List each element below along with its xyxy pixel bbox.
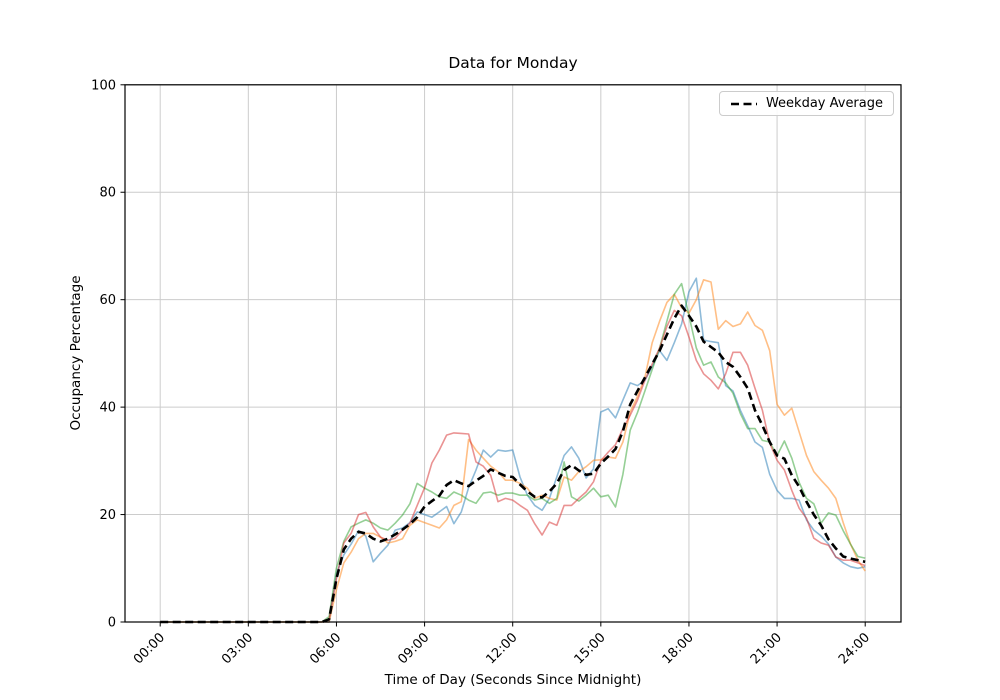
y-tick-label: 40 [99,401,116,416]
y-tick-label: 0 [108,616,116,631]
x-tick-label: 21:00 [748,630,785,667]
x-tick-label: 12:00 [483,630,520,667]
x-tick-label: 06:00 [307,630,344,667]
legend-box: Weekday Average [719,91,894,116]
y-tick-label: 100 [91,78,116,93]
x-tick-label: 09:00 [395,630,432,667]
chart-title: Data for Monday [448,54,578,72]
x-tick-label: 00:00 [131,630,168,667]
x-tick-label: 18:00 [660,630,697,667]
x-axis-label: Time of Day (Seconds Since Midnight) [384,672,642,688]
x-tick-label: 15:00 [572,630,609,667]
legend-label: Weekday Average [765,96,883,111]
x-tick-label: 03:00 [219,630,256,667]
legend-dash-sample-icon [731,102,757,105]
y-axis-label: Occupancy Percentage [68,275,84,431]
y-tick-label: 20 [99,508,116,523]
y-tick-label: 60 [99,293,116,308]
y-tick-label: 80 [99,186,116,201]
x-tick-label: 24:00 [836,630,873,667]
